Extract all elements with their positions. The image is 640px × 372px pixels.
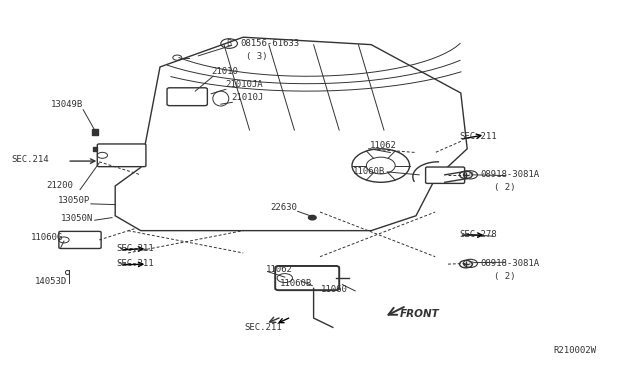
Text: N: N xyxy=(468,172,473,177)
Text: 11062: 11062 xyxy=(266,265,292,274)
FancyBboxPatch shape xyxy=(275,266,339,290)
Text: B: B xyxy=(227,39,232,48)
FancyBboxPatch shape xyxy=(167,88,207,106)
Text: SEC.214: SEC.214 xyxy=(12,155,49,164)
Text: 13049B: 13049B xyxy=(51,100,83,109)
Text: 21010JA: 21010JA xyxy=(225,80,263,89)
Text: SEC.211: SEC.211 xyxy=(116,259,154,268)
Text: 21010J: 21010J xyxy=(232,93,264,102)
Text: ( 3): ( 3) xyxy=(246,52,268,61)
Text: SEC.278: SEC.278 xyxy=(460,230,497,239)
Text: 08918-3081A: 08918-3081A xyxy=(480,170,539,179)
FancyBboxPatch shape xyxy=(426,167,465,183)
Text: 08156-61633: 08156-61633 xyxy=(241,39,300,48)
Text: 11060B: 11060B xyxy=(280,279,312,288)
Text: R210002W: R210002W xyxy=(554,346,596,355)
Text: 11060: 11060 xyxy=(321,285,348,294)
Text: 21010: 21010 xyxy=(211,67,238,76)
Text: SEC.211: SEC.211 xyxy=(460,132,497,141)
FancyBboxPatch shape xyxy=(59,231,101,248)
Text: 21200: 21200 xyxy=(46,181,73,190)
Text: 13050N: 13050N xyxy=(61,214,93,223)
Text: 11060G: 11060G xyxy=(31,233,63,242)
Text: 08918-3081A: 08918-3081A xyxy=(480,259,539,268)
Text: FRONT: FRONT xyxy=(400,310,440,319)
Circle shape xyxy=(308,215,316,220)
Text: ( 2): ( 2) xyxy=(494,272,516,280)
Text: SEC.211: SEC.211 xyxy=(244,323,282,332)
Text: N: N xyxy=(468,261,473,266)
Text: 11060B: 11060B xyxy=(353,167,385,176)
FancyBboxPatch shape xyxy=(97,144,146,167)
Text: 11062: 11062 xyxy=(370,141,397,150)
Text: 13050P: 13050P xyxy=(58,196,90,205)
Text: ( 2): ( 2) xyxy=(494,183,516,192)
Text: 22630: 22630 xyxy=(270,203,297,212)
Text: SEC.211: SEC.211 xyxy=(116,244,154,253)
Text: 14053D: 14053D xyxy=(35,278,67,286)
